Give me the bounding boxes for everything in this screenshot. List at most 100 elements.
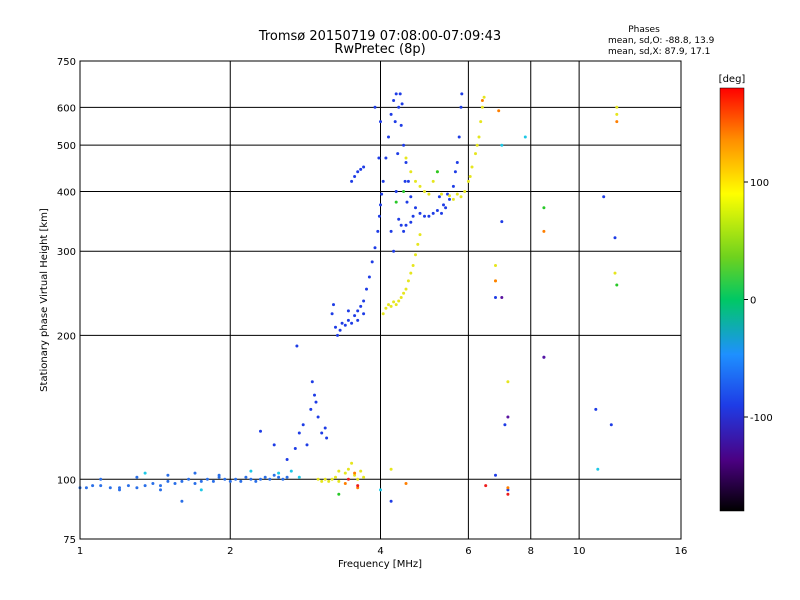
data-point <box>285 458 289 461</box>
data-points <box>78 92 619 503</box>
data-point <box>404 161 408 164</box>
data-point <box>406 179 410 183</box>
data-point <box>108 486 112 490</box>
colorbar-tick-label: 0 <box>750 296 756 307</box>
data-point <box>330 312 334 316</box>
data-point <box>480 99 484 102</box>
data-point <box>455 192 459 196</box>
data-point <box>379 120 382 124</box>
data-point <box>379 203 382 207</box>
data-point <box>480 105 484 109</box>
data-point <box>180 479 184 483</box>
data-point <box>353 314 357 318</box>
data-point <box>320 479 324 483</box>
data-point <box>353 471 357 475</box>
data-point <box>463 190 467 193</box>
y-axis-label: Stationary phase Virtual Height [km] <box>39 208 50 392</box>
data-point <box>414 179 417 183</box>
data-point <box>482 95 486 99</box>
data-point <box>406 279 410 283</box>
data-point <box>234 477 238 481</box>
data-point <box>330 477 334 481</box>
data-point <box>411 214 415 218</box>
data-point <box>323 477 327 481</box>
data-point <box>350 179 354 183</box>
data-point <box>135 486 139 490</box>
data-point <box>297 431 301 435</box>
data-point <box>457 135 461 139</box>
y-tick-label: 750 <box>57 57 76 68</box>
data-point <box>159 484 162 488</box>
data-point <box>477 135 481 139</box>
data-point <box>346 318 350 322</box>
data-point <box>397 217 401 221</box>
data-point <box>350 461 354 465</box>
data-point <box>394 200 398 204</box>
data-point <box>615 283 619 287</box>
data-point <box>359 469 363 473</box>
data-point <box>244 475 248 479</box>
data-point <box>427 214 431 218</box>
data-point <box>596 467 600 471</box>
data-point <box>362 299 366 303</box>
data-point <box>451 184 455 188</box>
data-point <box>384 156 388 160</box>
data-point <box>405 200 409 204</box>
data-point <box>399 296 403 299</box>
data-point <box>199 479 203 483</box>
data-point <box>353 473 357 477</box>
data-point <box>381 179 385 183</box>
data-point <box>346 467 350 471</box>
colorbar-tick-label: -100 <box>750 413 773 424</box>
y-axis: 75 100 200 300 400 500 600 750 <box>57 57 76 546</box>
data-point <box>615 112 619 116</box>
data-point <box>376 229 380 233</box>
phases-o-line: mean, sd,O: -88.8, 13.9 <box>608 36 715 46</box>
colorbar-label: [deg] <box>719 74 746 85</box>
data-point <box>367 275 371 279</box>
data-point <box>615 120 619 124</box>
data-point <box>199 488 203 492</box>
data-point <box>459 105 463 109</box>
data-point <box>392 249 396 253</box>
data-point <box>314 400 318 404</box>
data-point <box>343 471 347 475</box>
data-point <box>259 477 262 481</box>
plot-frame <box>79 60 682 540</box>
data-point <box>338 328 342 332</box>
data-point <box>398 92 402 96</box>
data-point <box>320 431 324 435</box>
data-point <box>613 236 617 240</box>
data-point <box>423 190 426 193</box>
data-point <box>402 190 406 193</box>
data-point <box>356 318 360 322</box>
data-point <box>506 488 510 492</box>
data-point <box>484 484 488 488</box>
data-point <box>353 175 357 178</box>
data-point <box>173 482 177 485</box>
data-point <box>444 206 448 210</box>
chart-title: Tromsø 20150719 07:08:00-07:09:43 <box>258 29 501 44</box>
data-point <box>615 105 619 109</box>
data-point <box>126 484 130 488</box>
x-tick-label: 8 <box>528 546 534 557</box>
x-axis-label: Frequency [MHz] <box>338 559 422 570</box>
data-point <box>346 477 350 481</box>
data-point <box>389 499 393 503</box>
data-point <box>459 195 463 199</box>
data-point <box>609 423 613 427</box>
data-point <box>466 179 470 183</box>
data-point <box>414 206 417 210</box>
data-point <box>594 407 598 411</box>
data-point <box>193 471 197 475</box>
data-point <box>409 271 413 275</box>
data-point <box>272 443 276 447</box>
data-point <box>316 477 320 481</box>
data-point <box>479 120 483 124</box>
data-point <box>91 484 95 488</box>
data-point <box>423 214 426 218</box>
data-point <box>404 482 408 485</box>
data-point <box>166 473 170 477</box>
data-point <box>295 344 299 348</box>
data-point <box>259 429 262 433</box>
